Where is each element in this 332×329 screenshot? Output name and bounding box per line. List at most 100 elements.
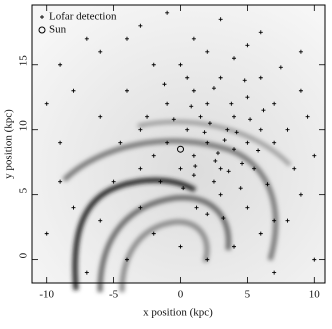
detection-point [211,86,216,91]
y-tick-label: 5 [18,187,30,193]
detection-point [234,130,239,135]
detection-point [272,218,277,223]
detection-point [252,166,257,171]
detection-point [162,82,167,87]
detection-point [202,130,207,135]
y-tick-label: 15 [18,55,30,67]
detection-point [232,244,237,249]
detection-point [124,36,129,41]
detection-point [138,166,143,171]
detection-point [225,127,230,132]
detection-point [58,179,63,184]
detection-point [194,205,199,210]
detection-point [165,101,170,106]
detection-point [191,88,196,93]
detection-point [44,101,49,106]
detection-point [98,218,103,223]
arm [97,195,232,293]
detection-point [84,270,89,275]
detection-point [229,101,234,106]
detection-point [205,101,210,106]
legend-label: Sun [49,24,67,36]
y-tick-label: 0 [18,252,30,258]
detection-point [298,192,303,197]
detection-point [265,182,270,187]
sun-marker [177,145,185,153]
detection-point [189,104,194,109]
plot-frame [31,4,326,284]
detection-point [258,127,263,132]
detection-point [124,88,129,93]
detection-point [312,257,317,262]
detection-point [205,257,210,262]
detection-point [285,218,290,223]
detection-point [238,186,243,191]
x-tick-label: 0 [178,289,184,301]
detection-point [240,161,245,166]
detection-point [218,166,223,171]
x-tick-label: 5 [245,289,251,301]
detection-point [84,36,89,41]
arm [137,119,292,167]
detection-point [248,117,253,122]
detection-point [245,43,250,48]
detection-point [145,114,150,119]
detection-point [205,212,210,217]
detection-point [207,121,212,126]
detection-point [191,173,196,178]
y-axis-label: y position (kpc) [3,109,15,179]
detection-point [138,205,143,210]
detection-point [111,179,116,184]
detection-point [185,75,190,80]
detection-point [171,117,176,122]
detection-point [138,127,143,132]
detection-point [215,151,220,156]
detection-point [181,186,186,191]
detection-point [218,75,223,80]
legend-marker [38,26,46,34]
detection-point [124,257,129,262]
detection-point [58,140,63,145]
detection-point [245,205,250,210]
detection-point [218,192,223,197]
detection-point [258,231,263,236]
detection-point [198,114,203,119]
detection-point [213,158,218,163]
detection-point [211,179,216,184]
detection-point [151,231,156,236]
detection-point [178,62,183,67]
detection-point [71,205,76,210]
legend-marker [40,15,44,19]
detection-point [98,114,103,119]
legend-label: Lofar detection [49,11,117,23]
detection-point [261,108,266,113]
detection-point [272,140,277,145]
detection-point [221,216,226,221]
detection-point [232,114,237,119]
detection-point [226,169,231,174]
x-tick-label: -5 [109,289,119,301]
detection-point [151,153,156,158]
detection-point [151,62,156,67]
arm [72,177,197,291]
detection-point [245,95,250,100]
detection-point [272,270,277,275]
detection-point [191,153,196,158]
detection-point [118,140,123,145]
detection-point [205,140,210,145]
detection-point [185,127,190,132]
detection-point [222,138,227,143]
x-tick-label: -10 [39,289,54,301]
detection-point [232,56,237,61]
detection-point [165,10,170,15]
detection-point [258,30,263,35]
detection-point [44,231,49,236]
detection-point [232,147,237,152]
detection-point [245,140,250,145]
detection-point [256,148,261,153]
detection-point [312,153,317,158]
x-axis-label: x position (kpc) [143,307,213,319]
detection-point [178,166,183,171]
detection-point [178,244,183,249]
